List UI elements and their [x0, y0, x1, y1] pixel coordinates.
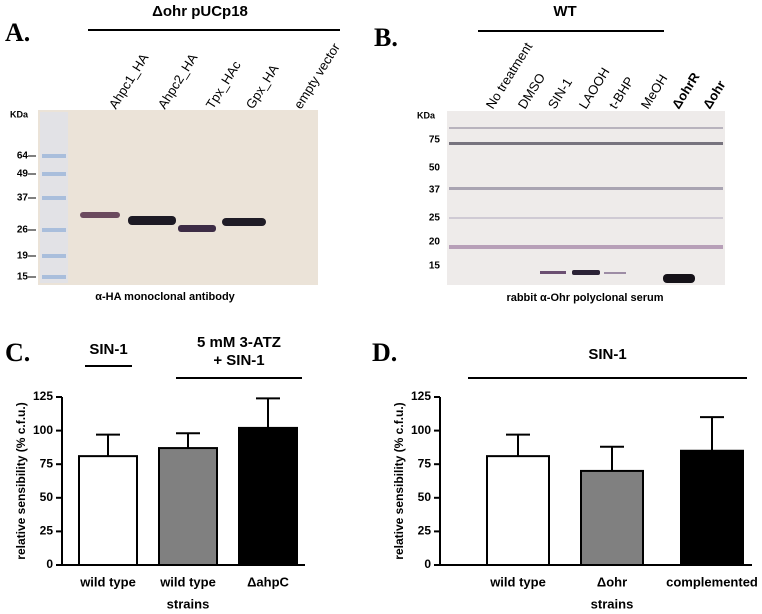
- marker-label: 50: [429, 163, 441, 174]
- marker-label: 19: [17, 251, 29, 262]
- x-tick-label: wild type: [79, 574, 136, 589]
- x-tick-label: ΔahpC: [247, 574, 289, 589]
- blot-b-bands: [449, 127, 723, 283]
- lane-label: Ahpc1_HA: [106, 50, 152, 111]
- y-tick-label: 75: [418, 456, 432, 470]
- marker-label: 20: [429, 237, 441, 248]
- bar: [78, 455, 138, 566]
- y-tick-label: 75: [40, 456, 54, 470]
- panel-header: Δohr pUCp18: [152, 3, 248, 20]
- marker-label: 15: [429, 261, 441, 272]
- x-tick-label: Δohr: [597, 574, 627, 589]
- bar: [680, 449, 744, 567]
- marker-label: 37: [429, 185, 441, 196]
- marker-label: 64: [17, 151, 29, 162]
- panel-label: B.: [374, 23, 398, 52]
- band: [222, 218, 266, 226]
- y-tick-label: 50: [418, 490, 432, 504]
- annotation: + SIN-1: [213, 352, 264, 369]
- panel-label: C.: [5, 338, 30, 367]
- marker-label: 25: [429, 213, 441, 224]
- annotation: 5 mM 3-ATZ: [197, 334, 281, 351]
- caption: α-HA monoclonal antibody: [95, 291, 235, 303]
- y-tick-label: 125: [33, 389, 53, 403]
- panel-label: D.: [372, 338, 397, 367]
- y-tick-label: 25: [40, 524, 54, 538]
- lane-label: Tpx_HAc: [203, 58, 244, 112]
- band: [128, 216, 176, 225]
- y-tick-label: 25: [418, 524, 432, 538]
- y-tick-label: 50: [40, 490, 54, 504]
- band: [80, 212, 120, 218]
- x-tick-label: wild type: [489, 574, 546, 589]
- lane-label: MeOH: [638, 72, 671, 112]
- blot-b: [447, 111, 725, 285]
- lane-label: t-BHP: [606, 74, 637, 111]
- bar: [158, 447, 218, 566]
- x-axis-label: strains: [591, 596, 634, 611]
- bar: [486, 455, 550, 566]
- marker-label: 15: [17, 272, 29, 283]
- y-tick-label: 0: [46, 557, 53, 571]
- panel-label: A.: [5, 18, 30, 47]
- annotation: SIN-1: [89, 341, 127, 358]
- lane-label: Ahpc2_HA: [155, 50, 201, 111]
- band: [178, 225, 216, 232]
- y-axis-label: relative sensibility (% c.f.u.): [14, 402, 28, 559]
- lane-label: Gpx_HA: [243, 62, 282, 112]
- x-tick-label: complemented: [666, 574, 758, 589]
- y-tick-label: 100: [33, 423, 53, 437]
- bar: [580, 469, 644, 567]
- bar: [238, 426, 298, 566]
- marker-label: 26: [17, 225, 29, 236]
- lane-label: empty vector: [291, 40, 344, 112]
- marker-label: 75: [429, 135, 441, 146]
- ladder-bands: [42, 154, 66, 279]
- marker-label: 37: [17, 193, 29, 204]
- unit-label: KDa: [417, 110, 436, 120]
- lane-label: ΔohrR: [669, 69, 703, 111]
- lane-label: SIN-1: [545, 75, 575, 111]
- y-axis-label: relative sensibility (% c.f.u.): [392, 402, 406, 559]
- lane-label: DMSO: [515, 70, 548, 111]
- y-tick-label: 125: [411, 389, 431, 403]
- panel-header: WT: [553, 3, 576, 20]
- annotation: SIN-1: [588, 346, 626, 363]
- lane-label: Δohr: [700, 78, 729, 112]
- unit-label: KDa: [10, 109, 29, 119]
- x-tick-label: wild type: [159, 574, 216, 589]
- blot-a: [38, 110, 318, 285]
- y-tick-label: 100: [411, 423, 431, 437]
- y-tick-label: 0: [424, 557, 431, 571]
- caption: rabbit α-Ohr polyclonal serum: [506, 292, 663, 304]
- marker-label: 49: [17, 169, 29, 180]
- x-axis-label: strains: [167, 596, 210, 611]
